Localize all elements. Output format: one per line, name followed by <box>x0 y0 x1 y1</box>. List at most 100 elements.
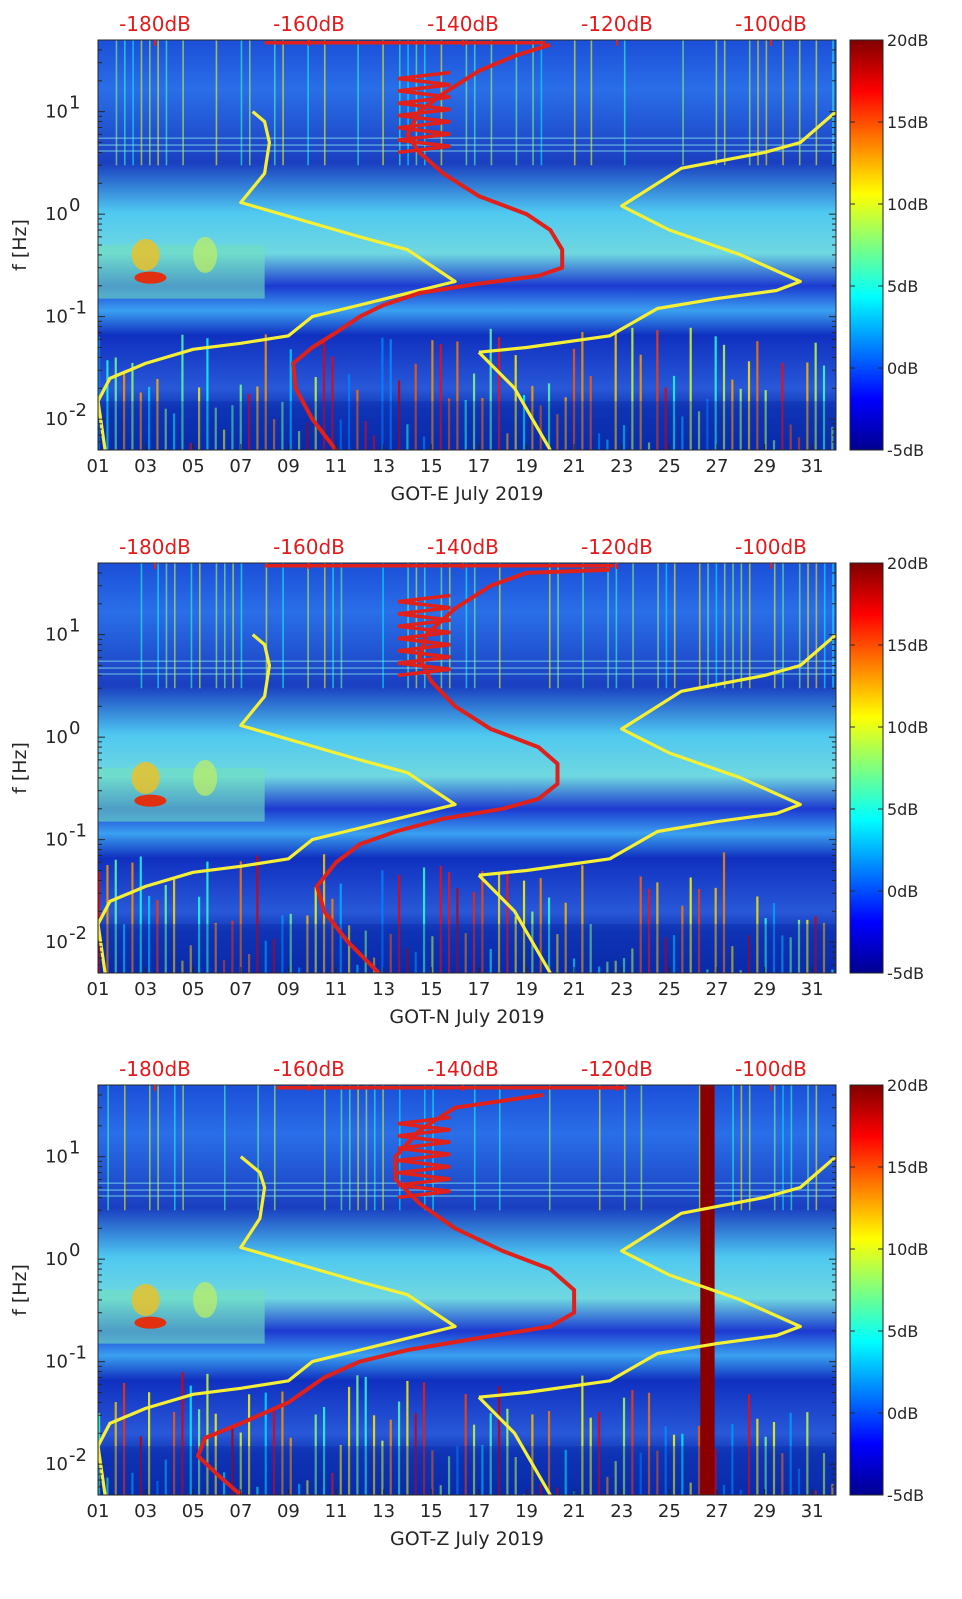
spectrogram-stripe <box>832 40 834 166</box>
spectrogram-stripe <box>114 1402 117 1495</box>
x-tick-label: 21 <box>563 456 586 477</box>
spectrogram-stripe <box>331 356 334 450</box>
yellow-curve <box>478 633 836 877</box>
y-tick-exponent: -1 <box>69 821 87 842</box>
spectrogram-stripe <box>506 1408 509 1495</box>
y-tick-exponent: -2 <box>69 923 87 944</box>
y-tick-exponent: 1 <box>69 1138 80 1159</box>
spectrogram-stripe <box>557 563 559 689</box>
spectrogram-stripe <box>256 855 259 973</box>
spectrogram-stripe <box>439 865 442 973</box>
spectrogram-stripe <box>140 563 143 689</box>
spectrogram-stripe <box>314 886 317 973</box>
red-top-line <box>264 564 615 568</box>
spectrogram-stripe <box>731 946 734 973</box>
red-top-line <box>276 1086 627 1090</box>
spectrogram-stripe <box>197 387 201 450</box>
spectrogram-hotspot <box>131 238 160 271</box>
x-tick-label: 03 <box>134 1501 157 1522</box>
spectrogram-stripe <box>222 1472 226 1495</box>
spectrogram-stripe <box>381 337 384 450</box>
spectrogram-stripe <box>423 40 426 166</box>
spectrogram-stripe <box>364 930 367 973</box>
spectrogram-stripe <box>347 374 351 450</box>
colorbar-tick-label: 10dB <box>887 1240 929 1259</box>
colorbar-tick-label: 5dB <box>887 277 918 296</box>
spectrogram-stripe <box>689 327 692 450</box>
x-tick-label: 01 <box>87 456 110 477</box>
spectrogram-stripe <box>256 386 259 450</box>
top-axis-tick-label: -160dB <box>273 12 345 36</box>
spectrogram-stripe <box>606 961 609 973</box>
spectrogram-stripe <box>239 1432 242 1495</box>
spectrogram-stripe <box>498 563 501 689</box>
spectrogram-stripe <box>731 379 734 450</box>
spectrogram-stripe <box>131 1472 134 1495</box>
spectrogram-stripe <box>473 40 476 166</box>
spectrogram-stripe <box>489 948 492 973</box>
spectrogram-stripe <box>223 1085 226 1211</box>
colorbar-tick-label: -5dB <box>887 964 924 983</box>
spectrogram-stripe <box>497 337 501 450</box>
spectrogram-stripe <box>539 878 542 973</box>
spectrogram-line <box>98 1189 836 1191</box>
spectrogram-stripe <box>164 408 167 450</box>
spectrogram-stripe <box>772 440 776 450</box>
spectrogram-stripe <box>647 888 651 973</box>
x-tick-label: 13 <box>372 456 395 477</box>
spectrogram-stripe <box>357 1085 359 1211</box>
spectrogram-stripe <box>189 442 192 450</box>
spectrogram-stripe <box>264 1392 267 1495</box>
colorbar-tick-label: 20dB <box>887 554 929 573</box>
spectrogram-stripe <box>357 40 359 166</box>
x-tick-label: 15 <box>420 456 443 477</box>
spectrogram-stripe <box>556 414 559 450</box>
spectrogram-stripe <box>781 362 784 450</box>
spectrogram-stripe <box>572 348 576 450</box>
colorbar-tick-label: 10dB <box>887 718 929 737</box>
spectrogram-stripe <box>740 1085 743 1211</box>
spectrogram-stripe <box>140 40 143 166</box>
spectrogram-stripe <box>489 328 492 450</box>
spectrogram-stripe <box>681 416 684 450</box>
spectrogram-stripe <box>197 896 201 973</box>
spectrogram-stripe <box>114 859 117 973</box>
x-tick-label: 31 <box>801 979 824 1000</box>
spectrogram-stripe <box>665 563 668 689</box>
top-axis-tick-label: -120dB <box>581 535 653 559</box>
spectrogram-stripe <box>631 1390 634 1495</box>
colorbar-tick-label: 15dB <box>887 636 929 655</box>
spectrogram-stripe <box>581 1375 584 1495</box>
spectrogram-stripe <box>123 1085 126 1211</box>
spectrogram-stripe <box>156 900 159 973</box>
spectrogram-stripe <box>348 1085 351 1211</box>
spectrogram-stripe <box>165 563 168 689</box>
yellow-curve <box>98 1155 457 1495</box>
spectrogram-stripe <box>189 1385 192 1495</box>
spectrogram-stripe <box>515 40 518 166</box>
spectrogram-stripe <box>356 964 359 973</box>
spectrogram-stripe <box>597 966 601 973</box>
x-tick-label: 27 <box>706 1501 729 1522</box>
spectrogram-stripe <box>307 40 309 166</box>
y-tick-label: 10 <box>45 1352 68 1373</box>
spectrogram-stripe <box>232 563 234 689</box>
spectrogram-stripe <box>639 354 642 450</box>
x-tick-label: 11 <box>325 456 348 477</box>
spectrogram-stripe <box>547 1410 551 1495</box>
spectrogram-stripe <box>732 563 734 689</box>
x-tick-label: 23 <box>610 979 633 1000</box>
spectrogram-stripe <box>772 1422 776 1495</box>
spectrogram-stripe <box>172 413 176 450</box>
spectrogram-stripe <box>157 40 159 166</box>
spectrogram-stripe <box>306 1480 309 1495</box>
top-axis-tick-label: -140dB <box>427 12 499 36</box>
spectrogram-stripe <box>306 915 309 973</box>
spectrogram-stripe <box>547 897 551 973</box>
spectrogram-stripe <box>282 563 284 689</box>
spectrogram-stripe <box>682 40 684 166</box>
x-tick-label: 23 <box>610 456 633 477</box>
spectrogram-stripe <box>465 563 468 689</box>
spectrogram-stripe <box>122 371 126 450</box>
spectrogram-hotspot <box>193 236 218 273</box>
